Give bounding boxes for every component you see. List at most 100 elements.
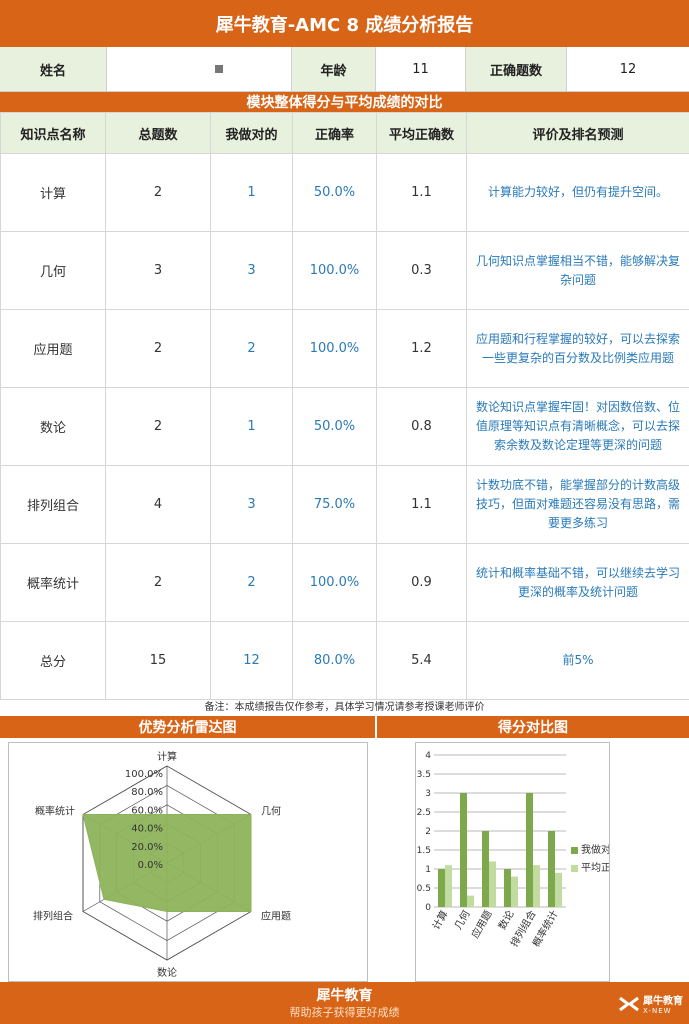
correct-cell: 2 (210, 309, 293, 388)
radar-category-label: 概率统计 (35, 805, 75, 818)
average-cell: 1.1 (376, 465, 467, 544)
comment-cell: 应用题和行程掌握的较好，可以去探索一些更复杂的百分数及比例类应用题 (466, 309, 689, 388)
header-average: 平均正确数 (376, 112, 467, 154)
bar-chart-panel: 00.511.522.533.54计算几何应用题数论排列组合概率统计我做对的平均… (415, 742, 631, 982)
disclaimer-note: 备注：本成绩报告仅作参考，具体学习情况请参考授课老师评价 (204, 702, 485, 713)
radar-tick-label: 0.0% (138, 860, 163, 871)
bar-category-label: 计算 (429, 908, 450, 932)
header-comment: 评价及排名预测 (466, 112, 689, 154)
radar-tick-label: 20.0% (131, 842, 163, 853)
radar-category-label: 排列组合 (33, 910, 73, 923)
bar-average (511, 876, 518, 907)
score-table: 知识点名称 总题数 我做对的 正确率 平均正确数 评价及排名预测 计算 2 1 … (0, 112, 689, 700)
table-row: 概率统计 2 2 100.0% 0.9 统计和概率基础不错，可以继续去学习更深的… (0, 543, 689, 622)
radar-chart-panel: 100.0% 80.0% 60.0% 40.0% 20.0% 0.0% 计算 几何 应用题 数论 排… (8, 742, 368, 982)
correct-cell: 3 (210, 465, 293, 544)
bar-y-tick-label: 0 (425, 903, 431, 913)
watermark-cn: 犀牛教育 (643, 996, 683, 1007)
watermark: 犀牛教育 X-NEW (618, 992, 683, 1015)
header-rate: 正确率 (292, 112, 377, 154)
bar-correct (460, 793, 467, 907)
table-row: 排列组合 4 3 75.0% 1.1 计数功底不错，能掌握部分的计数高级技巧，但… (0, 465, 689, 544)
bar-y-tick-label: 3.5 (417, 770, 431, 780)
comment-cell: 统计和概率基础不错，可以继续去学习更深的概率及统计问题 (466, 543, 689, 622)
bar-y-tick-label: 1 (425, 865, 431, 875)
bar-category-label: 应用题 (468, 908, 494, 940)
rate-cell: 50.0% (292, 153, 377, 232)
bar-average (467, 895, 474, 907)
chart-section-headers: 优势分析雷达图 得分对比图 (0, 716, 689, 738)
table-row: 应用题 2 2 100.0% 1.2 应用题和行程掌握的较好，可以去探索一些更复… (0, 309, 689, 388)
average-cell: 1.1 (376, 153, 467, 232)
legend-label: 我做对的 (581, 843, 609, 856)
radar-category-label: 几何 (261, 805, 281, 818)
average-cell: 0.8 (376, 387, 467, 466)
radar-tick-label: 40.0% (131, 824, 163, 835)
bar-correct (526, 793, 533, 907)
total-cell: 2 (105, 543, 211, 622)
bar-chart: 00.511.522.533.54计算几何应用题数论排列组合概率统计我做对的平均… (417, 751, 631, 949)
ranking-cell: 前5% (466, 621, 689, 700)
comment-cell: 计算能力较好，但仍有提升空间。 (466, 153, 689, 232)
legend-label: 平均正确数 (581, 861, 609, 874)
legend-swatch (571, 865, 578, 872)
bar-y-tick-label: 0.5 (417, 884, 431, 894)
footer-slogan: 帮助孩子获得更好成绩 (289, 1006, 400, 1019)
radar-section-title: 优势分析雷达图 (0, 716, 375, 738)
total-cell: 2 (105, 387, 211, 466)
radar-series-area (82, 814, 252, 912)
age-value: 11 (376, 47, 466, 91)
average-cell: 5.4 (376, 621, 467, 700)
student-info-row: 姓名 年龄 11 正确题数 12 (0, 47, 689, 92)
comment-cell: 几何知识点掌握相当不错，能够解决复杂问题 (466, 231, 689, 310)
bar-y-tick-label: 2 (425, 827, 431, 837)
x-logo-icon (619, 996, 639, 1011)
topic-cell: 概率统计 (0, 543, 106, 622)
rate-cell: 50.0% (292, 387, 377, 466)
rate-cell: 100.0% (292, 231, 377, 310)
bar-correct (548, 831, 555, 907)
footer: 犀牛教育 帮助孩子获得更好成绩 犀牛教育 X-NEW (0, 982, 689, 1024)
table-row: 数论 2 1 50.0% 0.8 数论知识点掌握牢固！对因数倍数、位值原理等知识… (0, 387, 689, 466)
header-correct: 我做对的 (210, 112, 293, 154)
radar-tick-label: 100.0% (125, 769, 163, 780)
average-cell: 0.9 (376, 543, 467, 622)
bar-average (533, 865, 540, 907)
radar-category-label: 数论 (157, 966, 177, 979)
bar-category-label: 数论 (495, 908, 516, 932)
bar-y-tick-label: 4 (425, 751, 431, 761)
correct-cell: 12 (210, 621, 293, 700)
legend-swatch (571, 847, 578, 854)
correct-count-value: 12 (619, 61, 637, 77)
comment-cell: 计数功底不错，能掌握部分的计数高级技巧，但面对难题还容易没有思路，需要更多练习 (466, 465, 689, 544)
bar-section-title: 得分对比图 (377, 716, 689, 738)
bar-average (489, 861, 496, 907)
topic-cell: 总分 (0, 621, 106, 700)
total-cell: 4 (105, 465, 211, 544)
total-cell: 3 (105, 231, 211, 310)
watermark-en: X-NEW (643, 1007, 672, 1015)
topic-cell: 几何 (0, 231, 106, 310)
redaction-mark (215, 65, 223, 73)
comment-cell: 数论知识点掌握牢固！对因数倍数、位值原理等知识点有清晰概念，可以去探索余数及数论… (466, 387, 689, 466)
header-total: 总题数 (105, 112, 211, 154)
bar-category-label: 几何 (451, 908, 472, 932)
header-topic: 知识点名称 (0, 112, 106, 154)
rate-cell: 100.0% (292, 309, 377, 388)
rate-cell: 100.0% (292, 543, 377, 622)
total-cell: 15 (105, 621, 211, 700)
radar-tick-label: 60.0% (131, 805, 163, 816)
section-title-comparison: 模块整体得分与平均成绩的对比 (0, 92, 689, 112)
bar-average (445, 865, 452, 907)
age-label: 年龄 (292, 47, 376, 91)
bar-correct (438, 869, 445, 907)
correct-cell: 1 (210, 387, 293, 466)
bar-correct (482, 831, 489, 907)
rate-cell: 75.0% (292, 465, 377, 544)
topic-cell: 排列组合 (0, 465, 106, 544)
table-row: 计算 2 1 50.0% 1.1 计算能力较好，但仍有提升空间。 (0, 153, 689, 232)
table-header-row: 知识点名称 总题数 我做对的 正确率 平均正确数 评价及排名预测 (0, 112, 689, 154)
radar-category-label: 计算 (157, 750, 177, 763)
total-cell: 2 (105, 309, 211, 388)
